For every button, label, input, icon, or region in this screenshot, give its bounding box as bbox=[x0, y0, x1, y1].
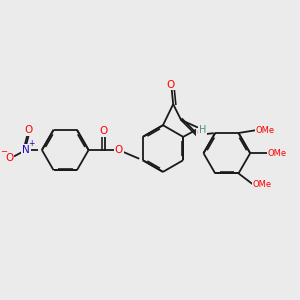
Text: O: O bbox=[25, 125, 33, 135]
Text: OMe: OMe bbox=[252, 180, 272, 189]
Text: OMe: OMe bbox=[256, 126, 275, 135]
Text: H: H bbox=[199, 125, 206, 135]
Text: +: + bbox=[28, 139, 34, 148]
Text: OMe: OMe bbox=[268, 149, 286, 158]
Text: O: O bbox=[196, 128, 205, 138]
Text: O: O bbox=[5, 153, 14, 163]
Text: O: O bbox=[167, 80, 175, 90]
Text: −: − bbox=[0, 147, 7, 156]
Text: O: O bbox=[115, 145, 123, 155]
Text: O: O bbox=[99, 126, 107, 136]
Text: N: N bbox=[22, 145, 30, 155]
